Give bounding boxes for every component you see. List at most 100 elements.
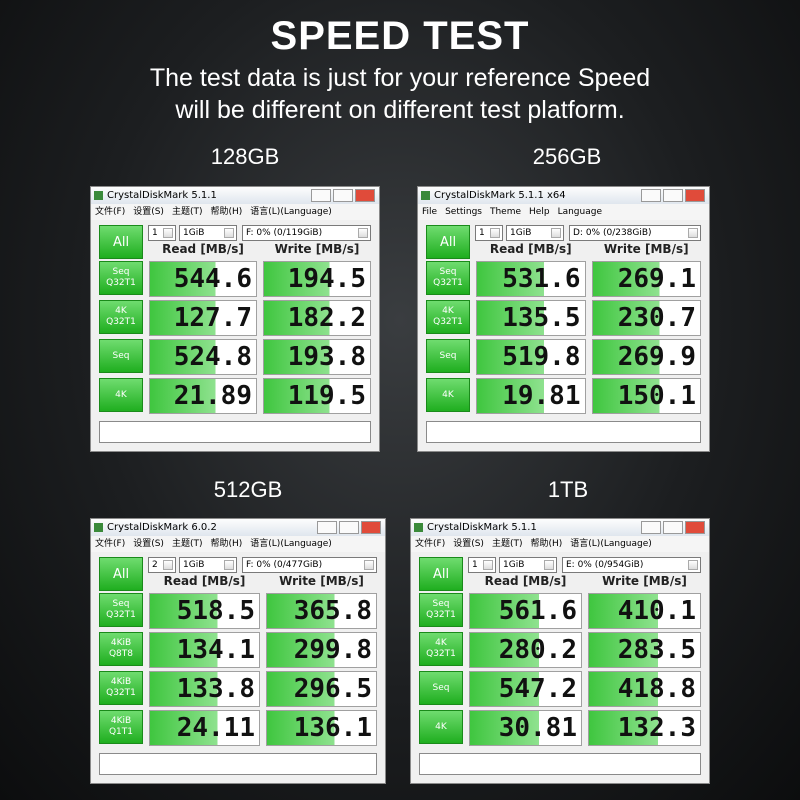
read-result: 544.6	[149, 261, 257, 297]
write-result: 418.8	[588, 671, 701, 707]
comment-box[interactable]	[99, 421, 371, 443]
test-button[interactable]: 4K	[99, 378, 143, 412]
comment-box[interactable]	[426, 421, 701, 443]
window-button[interactable]	[339, 521, 359, 534]
size-select[interactable]: 1GiB	[506, 225, 564, 241]
menu-item[interactable]: 语言(L)(Language)	[250, 539, 332, 549]
read-result: 134.1	[149, 632, 260, 668]
test-button[interactable]: Seq	[99, 339, 143, 373]
read-header: Read [MB/s]	[489, 242, 572, 256]
count-select[interactable]: 1	[475, 225, 503, 241]
test-button[interactable]: Seq Q32T1	[426, 261, 470, 295]
menu-item[interactable]: 设置(S)	[133, 539, 164, 549]
menu-item[interactable]: 文件(F)	[95, 207, 126, 217]
test-label: Seq	[432, 682, 450, 693]
menu-item[interactable]: File	[422, 207, 438, 217]
test-label: Seq	[112, 267, 130, 277]
window-button[interactable]	[685, 521, 705, 534]
count-select[interactable]: 1	[148, 225, 176, 241]
read-result: 280.2	[469, 632, 582, 668]
write-result: 410.1	[588, 593, 701, 629]
menu-item[interactable]: Settings	[445, 207, 482, 217]
test-button[interactable]: Seq Q32T1	[99, 261, 143, 295]
menu-item[interactable]: 主题(T)	[491, 539, 523, 549]
test-label: 4K	[442, 306, 454, 316]
write-result: 269.9	[591, 339, 701, 375]
window-button[interactable]	[361, 521, 381, 534]
menu-item[interactable]: 帮助(H)	[210, 539, 243, 549]
window-button[interactable]	[663, 189, 683, 202]
size-select[interactable]: 1GiB	[499, 557, 557, 573]
write-header: Write [MB/s]	[603, 242, 689, 256]
window-button[interactable]	[685, 189, 705, 202]
test-button[interactable]: 4KiB Q8T8	[99, 632, 143, 666]
all-button[interactable]: All	[99, 557, 143, 591]
test-button[interactable]: 4K	[419, 710, 463, 744]
write-result: 136.1	[266, 710, 377, 746]
window-title: CrystalDiskMark 5.1.1	[91, 187, 379, 204]
menu-item[interactable]: Theme	[489, 207, 522, 217]
all-button[interactable]: All	[419, 557, 463, 591]
comment-box[interactable]	[99, 753, 377, 775]
test-button[interactable]: Seq Q32T1	[419, 593, 463, 627]
read-header: Read [MB/s]	[484, 574, 567, 588]
test-button[interactable]: Seq Q32T1	[99, 593, 143, 627]
window-button[interactable]	[641, 521, 661, 534]
count-select[interactable]: 2	[148, 557, 176, 573]
test-label: Q32T1	[433, 317, 463, 327]
test-button[interactable]: 4K	[426, 378, 470, 412]
window-controls	[317, 521, 381, 534]
drive-select[interactable]: D: 0% (0/238GiB)	[569, 225, 701, 241]
drive-select[interactable]: E: 0% (0/954GiB)	[562, 557, 701, 573]
write-result: 132.3	[588, 710, 701, 746]
drive-select[interactable]: F: 0% (0/477GiB)	[242, 557, 377, 573]
test-button[interactable]: 4KiB Q1T1	[99, 710, 143, 744]
menu-item[interactable]: 语言(L)(Language)	[570, 539, 652, 549]
size-select[interactable]: 1GiB	[179, 557, 237, 573]
menu-item[interactable]: 帮助(H)	[210, 207, 243, 217]
test-label: Seq	[439, 350, 457, 361]
window-button[interactable]	[641, 189, 661, 202]
read-result: 547.2	[469, 671, 582, 707]
menu-item[interactable]: 主题(T)	[171, 539, 203, 549]
menu-item[interactable]: 设置(S)	[453, 539, 484, 549]
test-button[interactable]: Seq	[426, 339, 470, 373]
window-title: CrystalDiskMark 5.1.1	[411, 519, 709, 536]
menu-item[interactable]: 帮助(H)	[530, 539, 563, 549]
read-result: 21.89	[149, 378, 257, 414]
all-button[interactable]: All	[99, 225, 143, 259]
read-result: 19.81	[476, 378, 586, 414]
menu-bar: 文件(F) 设置(S) 主题(T) 帮助(H) 语言(L)(Language)	[411, 536, 709, 552]
window-button[interactable]	[663, 521, 683, 534]
menu-item[interactable]: 主题(T)	[171, 207, 203, 217]
test-button[interactable]: 4K Q32T1	[99, 300, 143, 334]
test-button[interactable]: 4K Q32T1	[419, 632, 463, 666]
write-header: Write [MB/s]	[274, 242, 360, 256]
comment-box[interactable]	[419, 753, 701, 775]
window-button[interactable]	[333, 189, 353, 202]
window-button[interactable]	[355, 189, 375, 202]
window-controls	[641, 189, 705, 202]
menu-item[interactable]: 文件(F)	[415, 539, 446, 549]
window-button[interactable]	[317, 521, 337, 534]
read-header: Read [MB/s]	[163, 574, 246, 588]
test-button[interactable]: Seq	[419, 671, 463, 705]
menu-bar: 文件(F) 设置(S) 主题(T) 帮助(H) 语言(L)(Language)	[91, 536, 385, 552]
menu-item[interactable]: 语言(L)(Language)	[250, 207, 332, 217]
menu-item[interactable]: 文件(F)	[95, 539, 126, 549]
capacity-label: 512GB	[213, 477, 283, 502]
menu-item[interactable]: 设置(S)	[133, 207, 164, 217]
all-button[interactable]: All	[426, 225, 470, 259]
app-window: CrystalDiskMark 5.1.1 文件(F) 设置(S) 主题(T) 帮助(H…	[90, 186, 380, 452]
menu-item[interactable]: Help	[529, 207, 550, 217]
size-select[interactable]: 1GiB	[179, 225, 237, 241]
window-button[interactable]	[311, 189, 331, 202]
count-select[interactable]: 1	[468, 557, 496, 573]
test-button[interactable]: 4K Q32T1	[426, 300, 470, 334]
menu-bar: 文件(F) 设置(S) 主题(T) 帮助(H) 语言(L)(Language)	[91, 204, 379, 220]
drive-select[interactable]: F: 0% (0/119GiB)	[242, 225, 371, 241]
write-result: 119.5	[263, 378, 371, 414]
menu-item[interactable]: Language	[557, 207, 602, 217]
test-button[interactable]: 4KiB Q32T1	[99, 671, 143, 705]
read-header: Read [MB/s]	[162, 242, 244, 256]
